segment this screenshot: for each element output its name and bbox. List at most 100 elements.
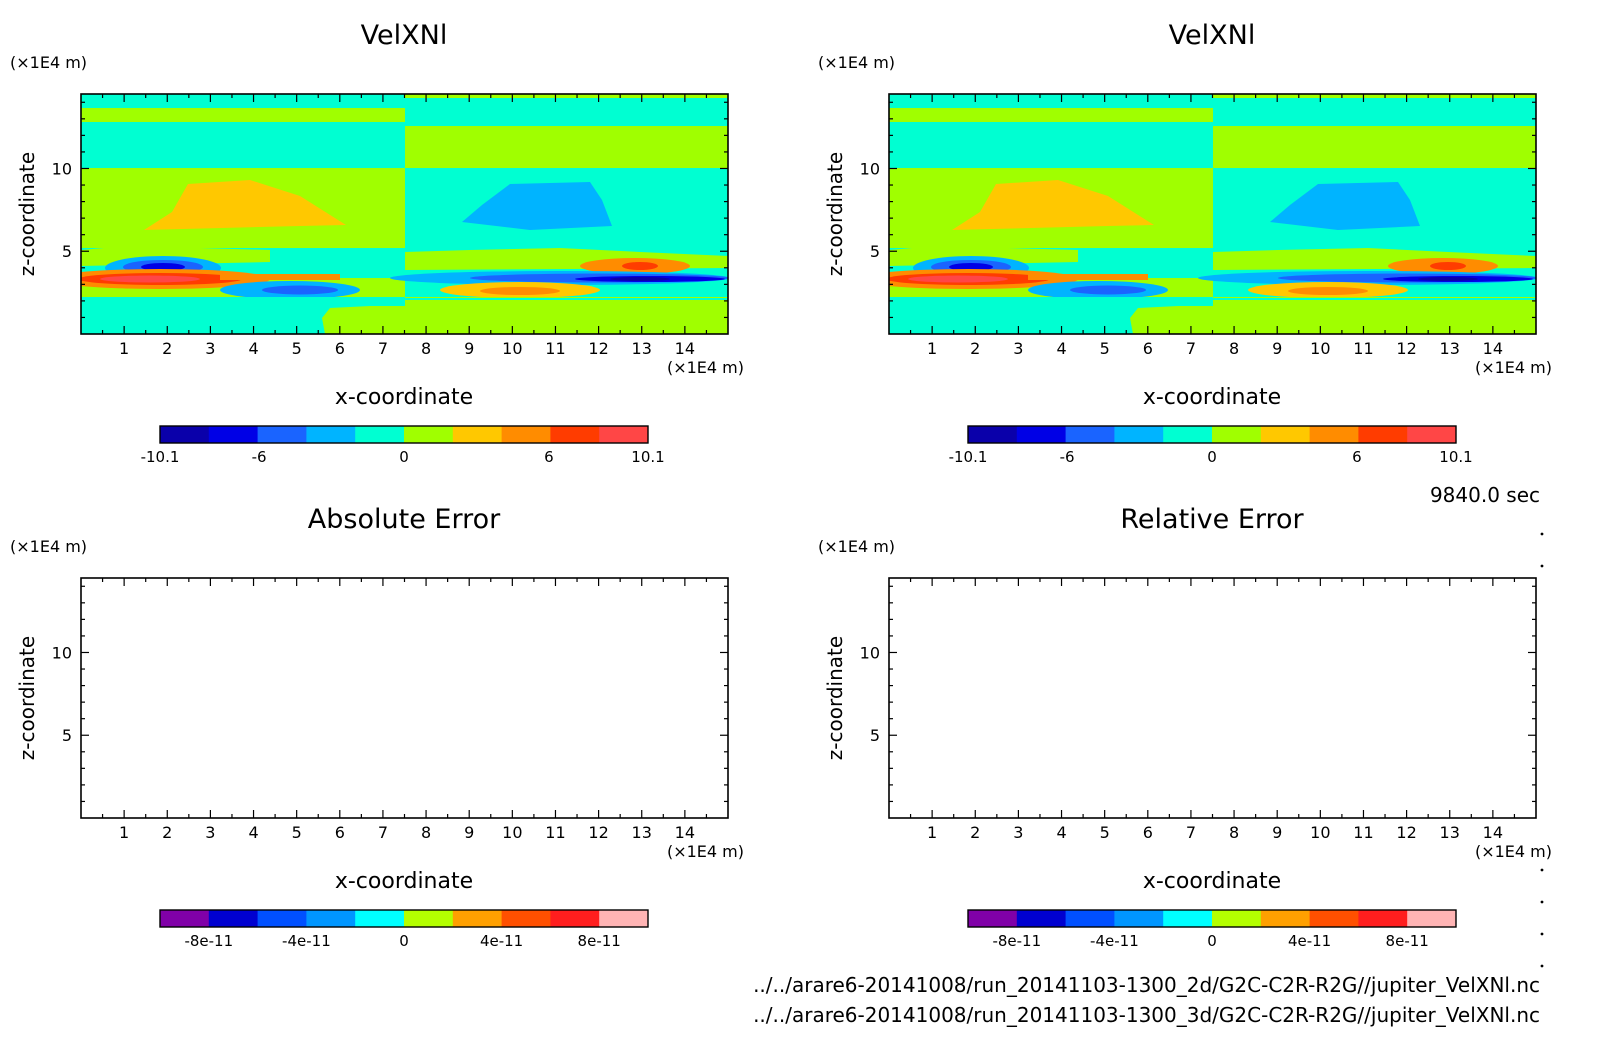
time-label: 9840.0 sec [1430,483,1540,507]
y-tick-label: 5 [62,242,72,261]
colorbar-tick-label: 0 [1207,932,1217,950]
y-axis-label: z-coordinate [15,636,39,760]
panel-rel-error: Relative Error(×1E4 m)(×1E4 m)1 2 3 4 5 6 7 8 9 1… [818,504,1552,950]
y-tick-label: 10 [52,159,72,178]
colorbar-frame [159,909,649,928]
colorbar-frame [967,425,1457,444]
colorbar-swatch [1407,910,1457,927]
x-tick-label: 1 [119,823,129,842]
jet-left-core [908,275,1008,283]
colorbar-tick-label: 10.1 [1439,448,1472,466]
x-tick-label: 13 [1440,339,1460,358]
x-unit-label: (×1E4 m) [667,842,744,861]
y-tick-label: 5 [870,726,880,745]
x-tick-label: 2 [162,339,172,358]
x-tick-label: 2 [162,823,172,842]
bottom-patch-right [1213,306,1286,334]
x-tick-label: 2 [970,823,980,842]
x-unit-label: (×1E4 m) [1475,842,1552,861]
x-tick-label: 4 [1056,823,1066,842]
x-tick-label: 11 [1353,823,1373,842]
colorbar-swatch [1309,426,1359,443]
colorbar-swatch [1114,910,1164,927]
colorbar-tick-label: 0 [1207,448,1217,466]
y-axis-label: z-coordinate [823,152,847,276]
x-tick-label: 10 [502,339,522,358]
x-tick-label: 6 [335,823,345,842]
x-tick-label: 10 [1310,823,1330,842]
x-tick-label: 5 [1100,823,1110,842]
edge-dots [1540,532,1544,968]
file-path-2d: ../../arare6-20141008/run_20141103-1300_… [753,973,1540,997]
x-tick-label: 1 [927,339,937,358]
band-left-strip [889,108,1213,122]
y-axis-label: z-coordinate [15,152,39,276]
colorbar-swatch [550,910,600,927]
positive-lobe [144,180,346,230]
band-top-strip [81,98,728,108]
eddy-left-lower-core [1070,285,1146,295]
x-tick-label: 4 [1056,339,1066,358]
x-tick-label: 6 [1143,823,1153,842]
x-axis-label: x-coordinate [1143,869,1281,894]
colorbar-swatch [1407,426,1457,443]
jet-left-core [100,275,200,283]
eddy-right-lower-core [1288,287,1368,295]
x-tick-label: 4 [248,823,258,842]
x-tick-label: 12 [1396,339,1416,358]
y-tick-label: 10 [860,159,880,178]
x-tick-label: 13 [632,339,652,358]
colorbar-swatch [1358,910,1408,927]
x-tick-label: 1 [119,339,129,358]
colorbar-frame [967,909,1457,928]
y-tick-label: 5 [62,726,72,745]
colorbar-swatch [1114,426,1164,443]
plot-frame [80,577,729,819]
x-tick-label: 7 [1186,339,1196,358]
colorbar-swatch [1212,426,1262,443]
x-tick-label: 14 [675,823,695,842]
colorbar-swatch [968,910,1018,927]
x-tick-label: 9 [464,823,474,842]
bottom-seam [405,298,728,306]
colorbar-tick-label: 6 [544,448,554,466]
x-tick-label: 7 [1186,823,1196,842]
jet-left-tail [1028,274,1148,280]
colorbar-swatch [160,910,210,927]
chart-title: VelXNl [1169,20,1256,51]
colorbar-swatch [599,910,649,927]
panel-vel-3d: VelXNl(×1E4 m)(×1E4 m)1 2 3 4 5 6 7 8 9 10 11 12 13 1… [818,20,1552,466]
colorbar-tick-label: -4e-11 [282,932,331,950]
y-tick-label: 10 [52,643,72,662]
x-tick-label: 6 [335,339,345,358]
band-thin-line [81,122,728,126]
colorbar-swatch [501,426,551,443]
colorbar-tick-label: -10.1 [141,448,180,466]
colorbar-swatch [1212,910,1262,927]
x-tick-label: 1 [927,823,937,842]
bottom-patch-right [405,306,478,334]
positive-lobe [952,180,1154,230]
x-tick-label: 10 [502,823,522,842]
x-tick-label: 14 [1483,823,1503,842]
x-tick-label: 3 [205,823,215,842]
colorbar-swatch [1163,910,1213,927]
x-axis-label: x-coordinate [335,869,473,894]
jet-right-upper-core [1430,262,1466,270]
x-axis-label: x-coordinate [1143,385,1281,410]
colorbar-swatch [160,426,210,443]
x-tick-label: 14 [1483,339,1503,358]
jet-left-tail [220,274,340,280]
chart-title: Absolute Error [308,504,501,535]
x-tick-label: 8 [421,339,431,358]
y-tick-label: 10 [860,643,880,662]
x-tick-label: 8 [1229,339,1239,358]
chart-title: VelXNl [361,20,448,51]
colorbar-tick-label: 6 [1352,448,1362,466]
colorbar-swatch [1065,910,1115,927]
x-tick-label: 8 [421,823,431,842]
x-tick-label: 7 [378,339,388,358]
x-tick-label: 7 [378,823,388,842]
bottom-patch-left [322,306,405,334]
x-tick-label: 12 [588,339,608,358]
